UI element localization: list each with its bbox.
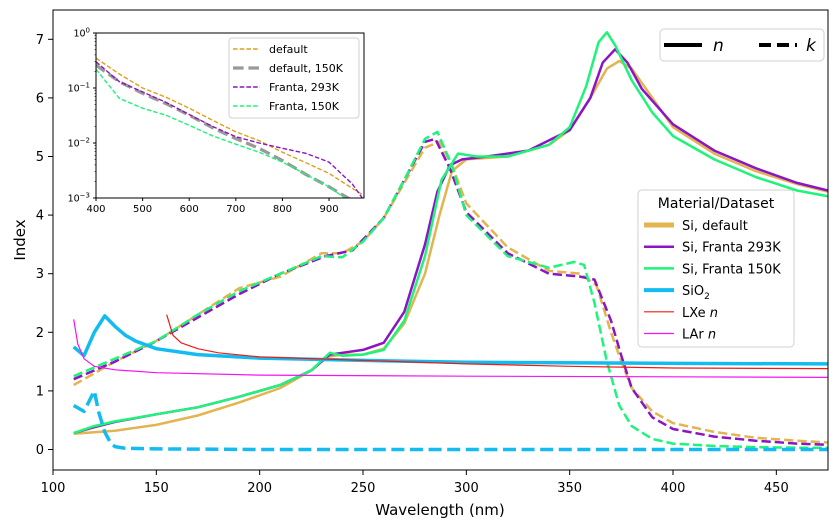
legend-label-lar-n: LAr n [682, 328, 716, 343]
inset-y-tick-label: 10−3 [68, 192, 90, 205]
legend-label-si-franta-150k: Si, Franta 150K [682, 262, 781, 277]
inset-x-tick-label: 500 [133, 204, 152, 215]
inset-y-tick-label: 100 [73, 27, 90, 40]
inset-x-tick-label: 600 [180, 204, 199, 215]
x-tick-label: 100 [41, 481, 66, 496]
main-tick-group: 100 150 200 250 300 350 400 450 0 1 2 3 4 5 6 7 [36, 33, 789, 496]
series-sio2-n [72, 314, 828, 366]
inset-legend-entries: default default, 150K Franta, 293K Franta, … [233, 43, 344, 113]
series-si-franta-150k-n [73, 31, 828, 435]
inset-x-tick-label: 400 [86, 204, 105, 215]
inset-legend-label-default-150k: default, 150K [269, 62, 344, 75]
series-si-franta-293k-k [73, 137, 828, 447]
x-tick-label: 200 [247, 481, 272, 496]
y-axis-label: Index [11, 219, 29, 260]
x-tick-label: 450 [764, 481, 789, 496]
inset-plot-area [96, 57, 364, 198]
x-tick-label: 250 [351, 481, 376, 496]
x-tick-label: 150 [144, 481, 169, 496]
style-legend-k-label: k [806, 36, 817, 56]
material-legend-box [637, 189, 795, 348]
inset-legend-box [228, 37, 360, 119]
inset-y-tick-label: 10−2 [68, 137, 90, 150]
inset-series-franta-150k [96, 68, 347, 198]
inset-y-tick-label: 10−1 [68, 82, 90, 95]
y-tick-label: 3 [36, 267, 44, 282]
y-tick-label: 0 [36, 443, 44, 458]
x-axis-label: Wavelength (nm) [375, 501, 505, 519]
legend-label-sio2: SiO2 [682, 284, 710, 302]
main-plot-area [72, 31, 828, 452]
y-tick-label: 6 [36, 91, 44, 106]
style-legend-box [659, 28, 825, 62]
y-tick-label: 1 [36, 384, 44, 399]
y-tick-label: 5 [36, 150, 44, 165]
material-legend-title: Material/Dataset [658, 196, 775, 212]
series-lar-n [73, 319, 828, 378]
style-legend: n k [659, 28, 825, 62]
legend-label-si-franta-293k: Si, Franta 293K [682, 241, 781, 256]
y-tick-label: 4 [36, 209, 44, 224]
inset-x-tick-label: 700 [226, 204, 245, 215]
inset-axes-frame [95, 32, 365, 199]
inset-chart: 400 500 600 700 800 900 100 10−1 10−2 10−3 defaul… [68, 27, 365, 215]
inset-series-franta-293k [96, 61, 364, 198]
inset-x-tick-label: 800 [273, 204, 292, 215]
legend-label-si-default: Si, default [682, 219, 748, 234]
style-legend-n-label: n [713, 36, 724, 56]
material-legend-entries: Si, default Si, Franta 293K Si, Franta 150… [644, 219, 781, 343]
inset-legend-label-default: default [269, 43, 308, 56]
legend-label-lxe-n: LXe n [682, 306, 718, 321]
x-tick-label: 350 [557, 481, 582, 496]
material-legend: Material/Dataset Si, default Si, Franta 2… [637, 189, 795, 348]
x-tick-label: 400 [661, 481, 686, 496]
series-lxe-n [166, 314, 828, 370]
series-sio2-k [72, 389, 828, 452]
inset-legend-label-franta-150k: Franta, 150K [269, 100, 340, 113]
series-si-franta-150k-k [73, 130, 828, 449]
y-tick-label: 2 [36, 326, 44, 341]
inset-x-tick-label: 900 [319, 204, 338, 215]
x-tick-label: 300 [454, 481, 479, 496]
inset-legend-label-franta-293k: Franta, 293K [269, 81, 340, 94]
y-tick-label: 7 [36, 33, 44, 48]
inset-legend: default default, 150K Franta, 293K Franta, … [228, 37, 360, 119]
main-axes-frame [52, 9, 829, 471]
inset-series-default [96, 57, 364, 197]
